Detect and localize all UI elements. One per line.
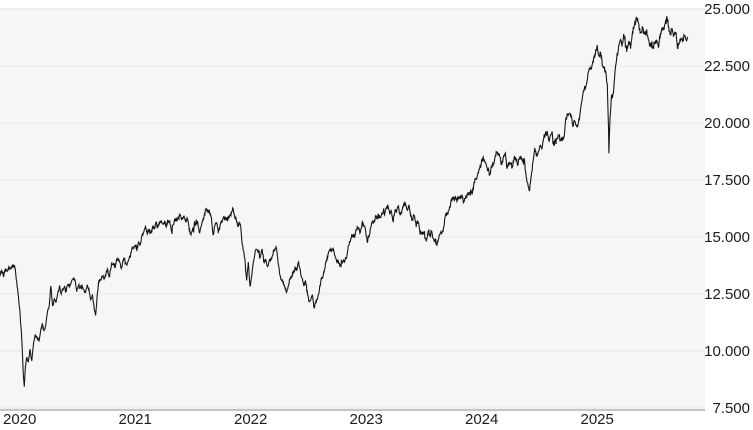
x-axis-label: 2022 [234,411,267,428]
plot-area [0,8,705,410]
y-axis-label: 22.500 [704,58,750,75]
x-axis-label: 2020 [3,411,36,428]
x-axis-label: 2025 [581,411,614,428]
price-line [0,16,689,387]
y-axis-label: 7.500 [712,400,750,417]
y-axis-label: 12.500 [704,286,750,303]
x-axis-label: 2023 [350,411,383,428]
y-axis-label: 25.000 [704,1,750,18]
y-axis-label: 15.000 [704,229,750,246]
y-axis-label: 17.500 [704,172,750,189]
y-axis-label: 10.000 [704,343,750,360]
y-axis-label: 20.000 [704,115,750,132]
x-axis-label: 2021 [119,411,152,428]
x-axis-label: 2024 [465,411,498,428]
